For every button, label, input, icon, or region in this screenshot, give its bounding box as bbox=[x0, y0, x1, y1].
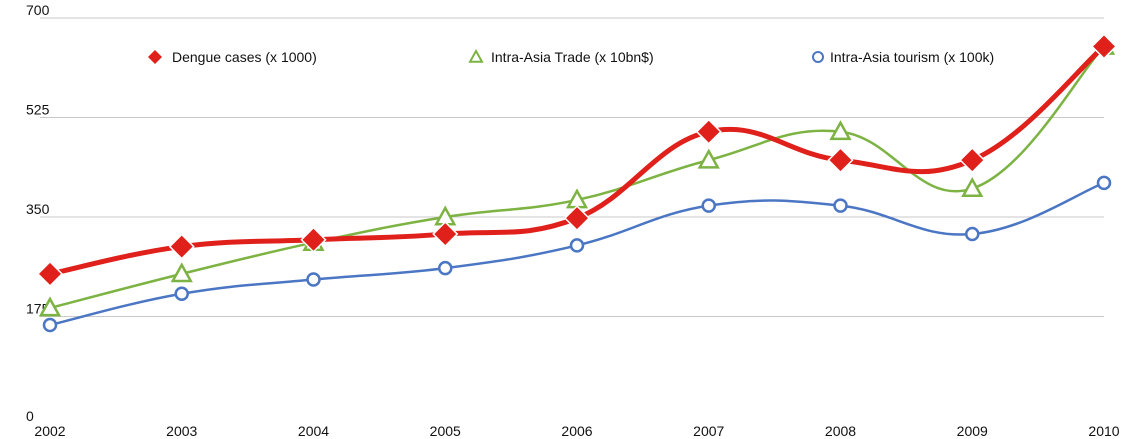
data-point-circle bbox=[701, 198, 716, 213]
data-point-diamond bbox=[563, 205, 591, 232]
data-point-diamond bbox=[300, 226, 327, 253]
x-axis-ticks: 2002 2003 2004 2005 2006 2007 2008 2009 2010 bbox=[34, 423, 1119, 439]
legend-marker-circle bbox=[812, 51, 824, 63]
data-point-triangle bbox=[961, 176, 984, 198]
series-line-triangle bbox=[48, 45, 1106, 310]
x-tick-label: 2004 bbox=[298, 423, 329, 439]
x-tick-label: 2010 bbox=[1088, 423, 1119, 439]
legend-label: Intra-Asia Trade (x 10bn$) bbox=[491, 49, 654, 65]
data-point-circle bbox=[42, 317, 58, 333]
data-point-circle bbox=[174, 286, 189, 302]
data-point-circle bbox=[1096, 175, 1112, 191]
data-point-diamond bbox=[168, 233, 195, 260]
data-point-diamond bbox=[959, 147, 986, 174]
data-point-triangle bbox=[697, 148, 720, 169]
data-point-circle bbox=[965, 226, 980, 242]
data-point-circle bbox=[833, 198, 848, 213]
data-point-circle bbox=[306, 272, 321, 287]
legend-marker-diamond bbox=[148, 50, 162, 64]
legend-item: Intra-Asia tourism (x 100k) bbox=[812, 49, 994, 65]
series-line-diamond bbox=[47, 43, 1107, 277]
x-tick-label: 2007 bbox=[693, 423, 724, 439]
series-lines bbox=[36, 33, 1118, 333]
legend: Dengue cases (x 1000) Intra-Asia Trade (x… bbox=[148, 48, 994, 65]
series-triangle bbox=[38, 34, 1116, 317]
x-tick-label: 2002 bbox=[34, 423, 65, 439]
y-tick-label: 700 bbox=[26, 2, 50, 18]
legend-label: Intra-Asia tourism (x 100k) bbox=[830, 49, 994, 65]
x-tick-label: 2008 bbox=[825, 423, 856, 439]
series-circle bbox=[42, 175, 1112, 333]
data-point-triangle bbox=[38, 296, 62, 317]
x-tick-label: 2003 bbox=[166, 423, 197, 439]
x-tick-label: 2005 bbox=[430, 423, 461, 439]
x-tick-label: 2009 bbox=[957, 423, 988, 439]
data-point-diamond bbox=[36, 260, 64, 287]
y-tick-label: 0 bbox=[26, 408, 34, 424]
legend-marker-triangle bbox=[468, 48, 484, 63]
legend-item: Dengue cases (x 1000) bbox=[148, 49, 317, 65]
legend-label: Dengue cases (x 1000) bbox=[172, 49, 317, 65]
data-point-diamond bbox=[827, 147, 854, 174]
series-diamond bbox=[36, 33, 1118, 287]
legend-item: Intra-Asia Trade (x 10bn$) bbox=[468, 48, 654, 65]
data-point-diamond bbox=[695, 118, 722, 145]
x-tick-label: 2006 bbox=[561, 423, 592, 439]
grid-lines bbox=[40, 17, 1104, 317]
data-point-triangle bbox=[829, 120, 852, 141]
data-point-circle bbox=[438, 260, 453, 276]
data-point-circle bbox=[569, 238, 585, 253]
data-point-diamond bbox=[432, 220, 459, 248]
data-point-triangle bbox=[170, 262, 193, 283]
y-tick-label: 525 bbox=[26, 102, 50, 118]
data-point-diamond bbox=[1090, 33, 1118, 60]
y-tick-label: 350 bbox=[26, 201, 50, 217]
